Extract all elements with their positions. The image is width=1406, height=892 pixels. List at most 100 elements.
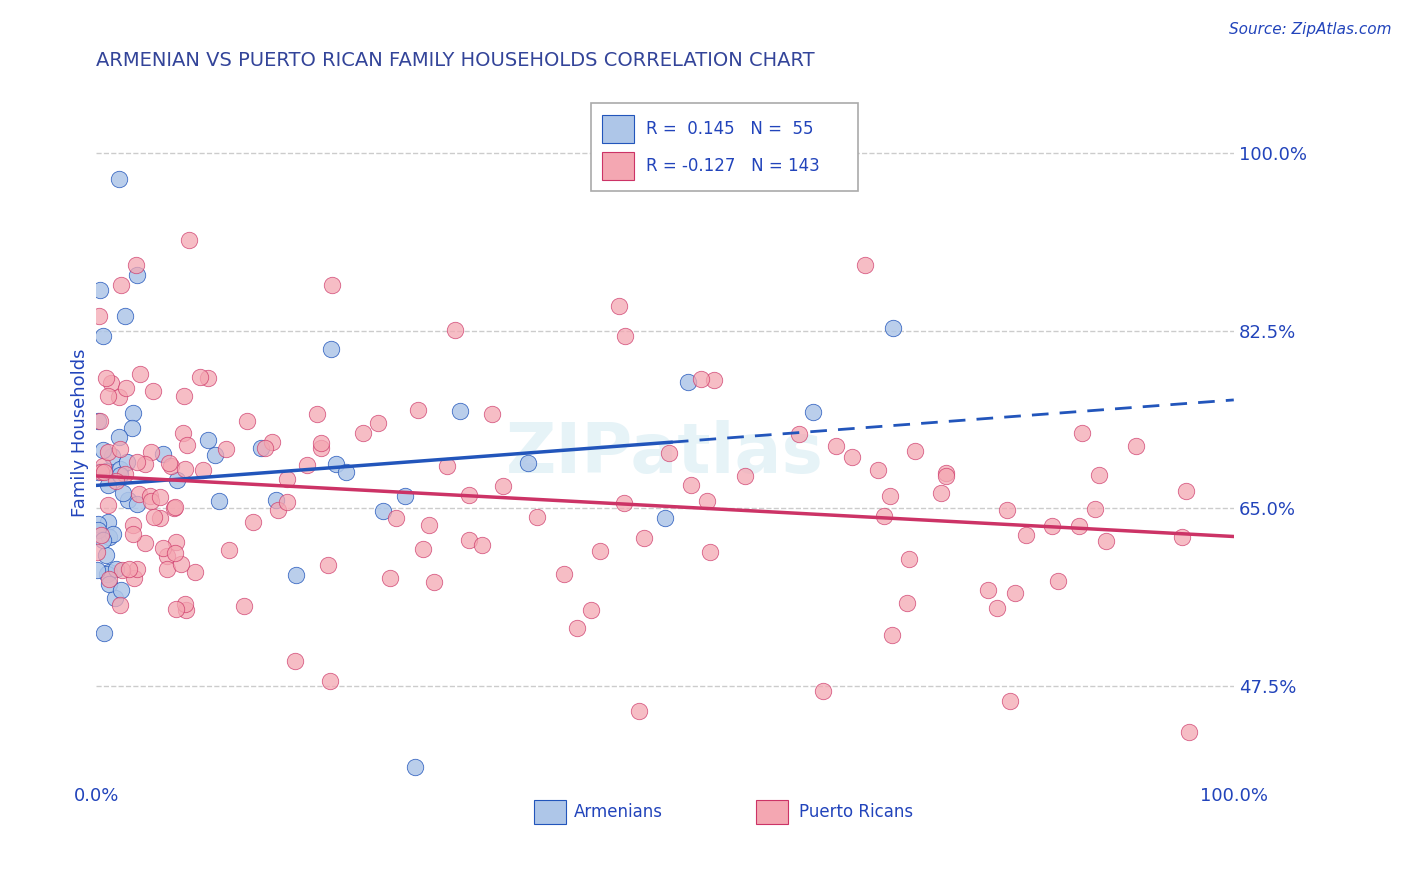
Point <box>149 490 172 504</box>
Point <box>114 309 136 323</box>
Bar <box>756 800 787 824</box>
Point <box>122 406 145 420</box>
Point <box>86 564 108 578</box>
Point <box>112 486 135 500</box>
Point <box>174 462 197 476</box>
Point <box>412 542 434 557</box>
Point <box>276 495 298 509</box>
Text: ZIPatlas: ZIPatlas <box>506 420 824 487</box>
Point <box>367 416 389 430</box>
Text: R =  0.145   N =  55: R = 0.145 N = 55 <box>645 120 813 138</box>
Point <box>125 268 148 282</box>
Point <box>97 572 120 586</box>
Point <box>1178 724 1201 739</box>
Point <box>703 373 725 387</box>
Point <box>124 572 146 586</box>
Point <box>159 459 181 474</box>
Text: ARMENIAN VS PUERTO RICAN FAMILY HOUSEHOLDS CORRELATION CHART: ARMENIAN VS PUERTO RICAN FAMILY HOUSEHOL… <box>96 51 815 70</box>
Point <box>98 566 121 580</box>
Point <box>321 278 343 293</box>
Point <box>122 526 145 541</box>
Point <box>89 283 111 297</box>
Point <box>436 459 458 474</box>
Point <box>197 371 219 385</box>
Point <box>87 465 110 479</box>
Point <box>385 511 408 525</box>
Point <box>156 562 179 576</box>
Point <box>613 496 636 510</box>
Point <box>138 489 160 503</box>
Point <box>121 420 143 434</box>
Point <box>679 478 702 492</box>
Point <box>1015 528 1038 542</box>
Point <box>311 436 333 450</box>
Point <box>134 535 156 549</box>
Point <box>91 329 114 343</box>
Point <box>142 510 165 524</box>
Point <box>873 509 896 524</box>
Point <box>931 486 953 500</box>
Point <box>110 278 132 293</box>
Point <box>118 562 141 576</box>
Point <box>316 558 339 573</box>
Point <box>172 426 194 441</box>
Point <box>882 321 904 335</box>
Point <box>904 443 927 458</box>
Point <box>110 461 132 475</box>
Point <box>307 407 329 421</box>
Point <box>444 323 467 337</box>
Point <box>418 518 440 533</box>
Point <box>896 596 918 610</box>
Point <box>457 488 479 502</box>
Point <box>232 599 254 613</box>
Point <box>517 456 540 470</box>
Point <box>156 549 179 563</box>
Point <box>97 445 120 459</box>
Point <box>801 404 824 418</box>
Y-axis label: Family Households: Family Households <box>72 348 89 516</box>
Point <box>97 477 120 491</box>
Point <box>105 562 128 576</box>
Point <box>689 372 711 386</box>
Point <box>108 430 131 444</box>
Point <box>103 591 125 605</box>
Point <box>284 654 307 668</box>
Bar <box>534 800 567 824</box>
Point <box>481 407 503 421</box>
Point <box>325 458 347 472</box>
Point <box>163 547 186 561</box>
Point <box>86 524 108 538</box>
Point <box>986 601 1008 615</box>
Point <box>91 442 114 457</box>
Point <box>122 517 145 532</box>
Point <box>1067 519 1090 533</box>
Point <box>139 445 162 459</box>
Point <box>197 433 219 447</box>
Point <box>526 510 548 524</box>
FancyBboxPatch shape <box>591 103 859 191</box>
Point <box>87 517 110 532</box>
Point <box>91 458 114 473</box>
Point <box>152 447 174 461</box>
Point <box>176 437 198 451</box>
Point <box>174 597 197 611</box>
Point <box>553 567 575 582</box>
Point <box>1004 586 1026 600</box>
Point <box>264 492 287 507</box>
Point <box>676 375 699 389</box>
Text: Puerto Ricans: Puerto Ricans <box>799 804 914 822</box>
Point <box>111 563 134 577</box>
Point <box>284 568 307 582</box>
Point <box>94 548 117 562</box>
Point <box>853 258 876 272</box>
Point <box>97 515 120 529</box>
Point <box>125 258 148 272</box>
Point <box>218 543 240 558</box>
Point <box>250 441 273 455</box>
Point <box>188 370 211 384</box>
Point <box>208 493 231 508</box>
Point <box>1094 534 1116 549</box>
Bar <box>602 115 634 144</box>
Point <box>998 694 1021 708</box>
Point <box>179 233 201 247</box>
